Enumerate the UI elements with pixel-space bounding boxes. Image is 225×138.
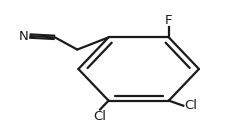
Text: N: N [18, 30, 28, 43]
Text: Cl: Cl [184, 99, 197, 112]
Text: F: F [164, 14, 172, 26]
Text: Cl: Cl [93, 110, 106, 123]
